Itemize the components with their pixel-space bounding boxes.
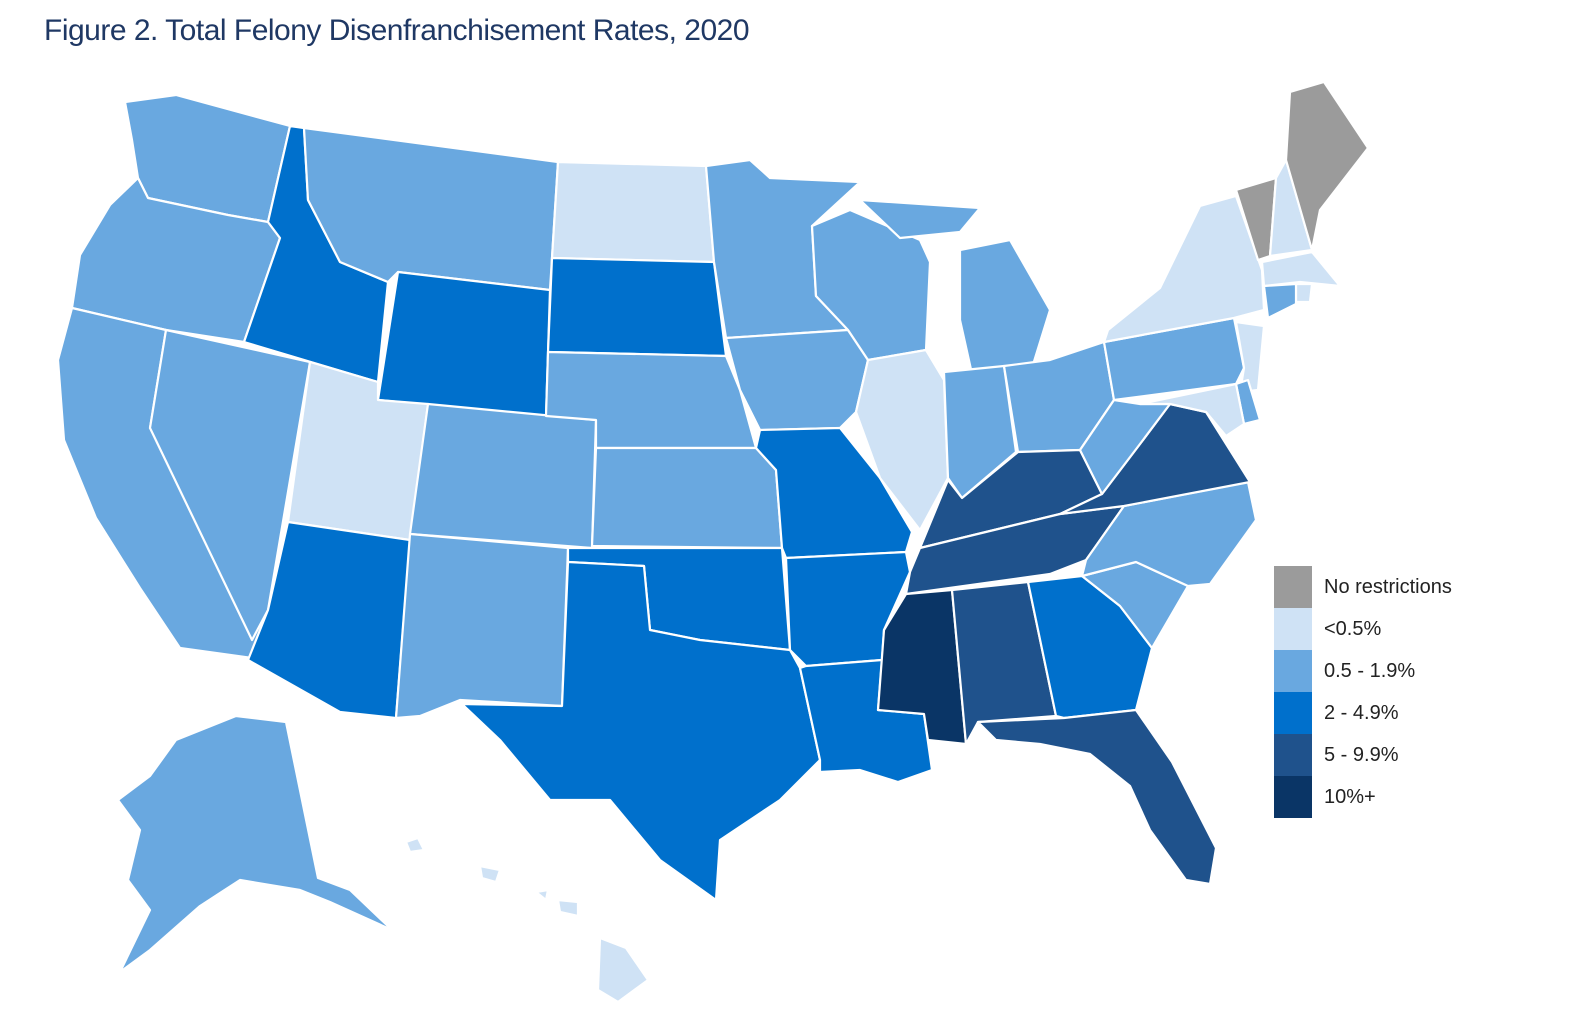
legend-item-no-restrictions: No restrictions — [1274, 566, 1452, 608]
legend-label: 5 - 9.9% — [1324, 743, 1399, 766]
legend-item-10-plus: 10%+ — [1274, 776, 1452, 818]
state-southdakota[interactable]: South Dakota — [546, 256, 728, 358]
state-rhodeisland[interactable]: Rhode Island — [1294, 282, 1314, 304]
legend-item-2-4-9: 2 - 4.9% — [1274, 692, 1452, 734]
legend-item-under-0-5: <0.5% — [1274, 608, 1452, 650]
state-kansas[interactable]: Kansas — [590, 446, 784, 550]
legend-item-5-9-9: 5 - 9.9% — [1274, 734, 1452, 776]
state-newmexico[interactable]: New Mexico — [394, 532, 570, 720]
state-wyoming[interactable]: Wyoming — [376, 270, 552, 418]
legend-swatch — [1274, 608, 1312, 650]
state-connecticut[interactable]: Connecticut — [1262, 282, 1298, 320]
state-alabama[interactable]: Alabama — [950, 580, 1058, 746]
figure-title: Figure 2. Total Felony Disenfranchisemen… — [44, 14, 750, 47]
state-northdakota[interactable]: North Dakota — [550, 160, 716, 264]
state-maryland[interactable]: Maryland — [1138, 382, 1246, 438]
legend-item-0-5-1-9: 0.5 - 1.9% — [1274, 650, 1452, 692]
legend-swatch — [1274, 734, 1312, 776]
map-legend: No restrictions <0.5% 0.5 - 1.9% 2 - 4.9… — [1274, 566, 1452, 818]
state-nevada[interactable]: Nevada — [148, 328, 312, 642]
legend-swatch — [1274, 566, 1312, 608]
state-hawaii[interactable]: Hawaii — [404, 836, 650, 1004]
legend-swatch — [1274, 650, 1312, 692]
legend-swatch — [1274, 692, 1312, 734]
legend-label: 0.5 - 1.9% — [1324, 659, 1416, 682]
state-newyork[interactable]: New York — [1102, 194, 1266, 344]
legend-label: 2 - 4.9% — [1324, 701, 1399, 724]
legend-label: 10%+ — [1324, 785, 1376, 808]
state-massachusetts[interactable]: Massachusetts — [1260, 250, 1342, 288]
state-alaska[interactable]: Alaska — [116, 714, 394, 974]
legend-swatch — [1274, 776, 1312, 818]
state-florida[interactable]: Florida — [976, 708, 1218, 886]
state-illinois[interactable]: Illinois — [854, 348, 950, 532]
legend-label: <0.5% — [1324, 617, 1382, 640]
state-colorado[interactable]: Colorado — [408, 402, 598, 550]
legend-label: No restrictions — [1324, 575, 1452, 598]
state-maine[interactable]: Maine — [1284, 80, 1370, 252]
state-texas[interactable]: Texas — [460, 560, 822, 902]
